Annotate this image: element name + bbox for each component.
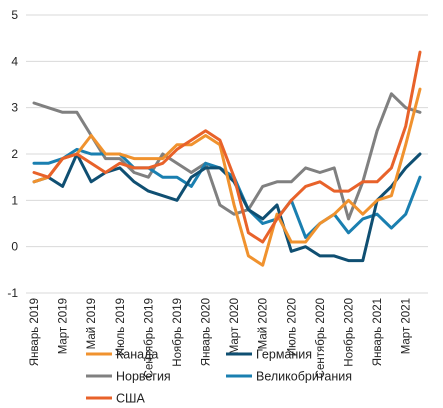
- x-axis: Январь 2019 Март 2019 Май 2019 Июль 2019 Сен…: [29, 298, 413, 378]
- y-tick-label: 4: [11, 54, 18, 68]
- x-tick-label: Сентябрь 2020: [315, 298, 327, 378]
- y-tick-label: 0: [11, 240, 18, 254]
- x-tick-label: Ноябрь 2020: [344, 298, 356, 367]
- series-line-4: [32, 87, 422, 267]
- legend-label: Норвегия: [116, 370, 171, 384]
- y-tick-label: 1: [11, 193, 18, 207]
- x-tick-label: Июль 2019: [115, 298, 127, 356]
- x-tick-label: Май 2019: [86, 298, 98, 349]
- y-tick-label: 3: [11, 101, 18, 115]
- gridlines: [26, 14, 428, 294]
- legend-label: Канада: [116, 348, 158, 362]
- x-tick-label: Март 2020: [229, 298, 241, 354]
- x-tick-label: Март 2021: [401, 298, 413, 354]
- y-tick-label: 2: [11, 147, 18, 161]
- series-line-5: [32, 50, 422, 244]
- x-tick-label: Июль 2020: [286, 298, 298, 356]
- y-tick-label: 5: [11, 8, 18, 22]
- legend-label: США: [116, 392, 145, 406]
- series-lines: [32, 50, 422, 267]
- x-tick-label: Май 2020: [258, 298, 270, 349]
- x-tick-label: Январь 2021: [372, 298, 384, 366]
- legend-label: Великобритания: [256, 370, 352, 384]
- x-tick-label: Сентябрь 2019: [143, 298, 155, 378]
- legend-label: Германия: [256, 348, 312, 362]
- y-axis: -1 0 1 2 3 4 5: [7, 8, 18, 300]
- x-tick-label: Январь 2020: [201, 298, 213, 366]
- x-tick-label: Ноябрь 2019: [172, 298, 184, 367]
- legend: Канада Германия Норвегия Великобритания США: [86, 348, 352, 406]
- y-tick-label: -1: [7, 286, 18, 300]
- x-tick-label: Март 2019: [58, 298, 70, 354]
- x-tick-label: Январь 2019: [29, 298, 41, 366]
